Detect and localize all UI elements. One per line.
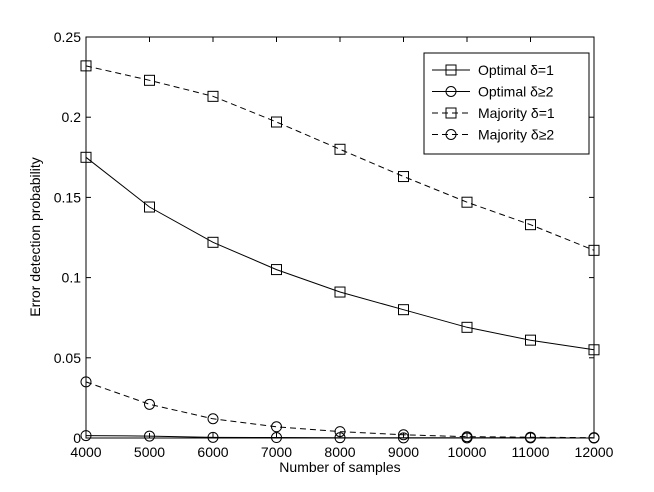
legend-entry: Optimal δ≥2 bbox=[432, 84, 554, 100]
x-axis-label: Number of samples bbox=[279, 459, 400, 475]
data-point-square bbox=[334, 286, 346, 298]
legend-label: Optimal δ=1 bbox=[478, 62, 554, 78]
series-4 bbox=[80, 376, 600, 444]
legend-marker-circle bbox=[445, 129, 457, 140]
series-line bbox=[85, 65, 595, 251]
x-tick-label: 10000 bbox=[448, 444, 487, 460]
x-tick-label: 7000 bbox=[261, 444, 292, 460]
legend-label: Optimal δ≥2 bbox=[478, 84, 554, 100]
x-tick-label: 9000 bbox=[388, 444, 419, 460]
x-tick-label: 8000 bbox=[324, 444, 355, 460]
data-point-circle bbox=[398, 429, 409, 441]
data-point-circle bbox=[207, 431, 219, 443]
y-tick-label: 0.05 bbox=[54, 350, 81, 366]
data-point-circle bbox=[144, 398, 155, 410]
data-point-circle bbox=[461, 431, 473, 443]
y-tick-label: 0.25 bbox=[54, 29, 81, 45]
data-point-square bbox=[207, 236, 219, 248]
x-tick-label: 5000 bbox=[134, 444, 165, 460]
y-tick-label: 0.2 bbox=[62, 109, 82, 125]
legend-entry: Optimal δ=1 bbox=[432, 62, 554, 78]
y-tick-label: 0.1 bbox=[62, 270, 82, 286]
y-axis-label: Error detection probability bbox=[27, 157, 43, 317]
data-point-square bbox=[144, 201, 155, 213]
data-point-square bbox=[144, 74, 155, 86]
x-tick-label: 6000 bbox=[197, 444, 228, 460]
x-tick-label: 12000 bbox=[575, 444, 614, 460]
data-point-square bbox=[398, 171, 409, 183]
data-point-square bbox=[271, 116, 282, 128]
data-point-circle bbox=[144, 430, 155, 442]
data-point-square bbox=[334, 143, 346, 155]
data-point-square bbox=[207, 90, 219, 102]
x-tick-label: 4000 bbox=[70, 444, 101, 460]
data-point-square bbox=[461, 321, 473, 333]
y-tick-label: 0 bbox=[73, 430, 81, 446]
legend-marker-circle bbox=[445, 86, 457, 97]
x-tick-label: 11000 bbox=[512, 444, 550, 460]
tick-layer: 4000 5000 6000 7000 8000 9000 10000 11000 12000 0… bbox=[54, 29, 614, 460]
data-point-circle bbox=[525, 431, 536, 443]
legend: Optimal δ=1 Optimal δ≥2 Majority δ=1 Majori… bbox=[423, 52, 590, 155]
data-point-circle bbox=[271, 421, 282, 433]
y-tick-label: 0.15 bbox=[54, 189, 81, 205]
legend-label: Majority δ=1 bbox=[478, 105, 555, 121]
data-point-square bbox=[525, 334, 536, 346]
legend-label: Majority δ≥2 bbox=[478, 127, 554, 143]
data-point-square bbox=[525, 219, 536, 231]
data-point-square bbox=[398, 304, 409, 316]
legend-marker-square bbox=[445, 64, 457, 76]
legend-entry: Majority δ=1 bbox=[432, 105, 555, 121]
legend-marker-square bbox=[445, 107, 457, 119]
series-line bbox=[85, 156, 595, 351]
series-line bbox=[85, 381, 595, 439]
data-point-circle bbox=[207, 413, 219, 425]
data-point-square bbox=[461, 196, 473, 208]
legend-entry: Majority δ≥2 bbox=[432, 127, 554, 143]
data-point-square bbox=[271, 264, 282, 276]
